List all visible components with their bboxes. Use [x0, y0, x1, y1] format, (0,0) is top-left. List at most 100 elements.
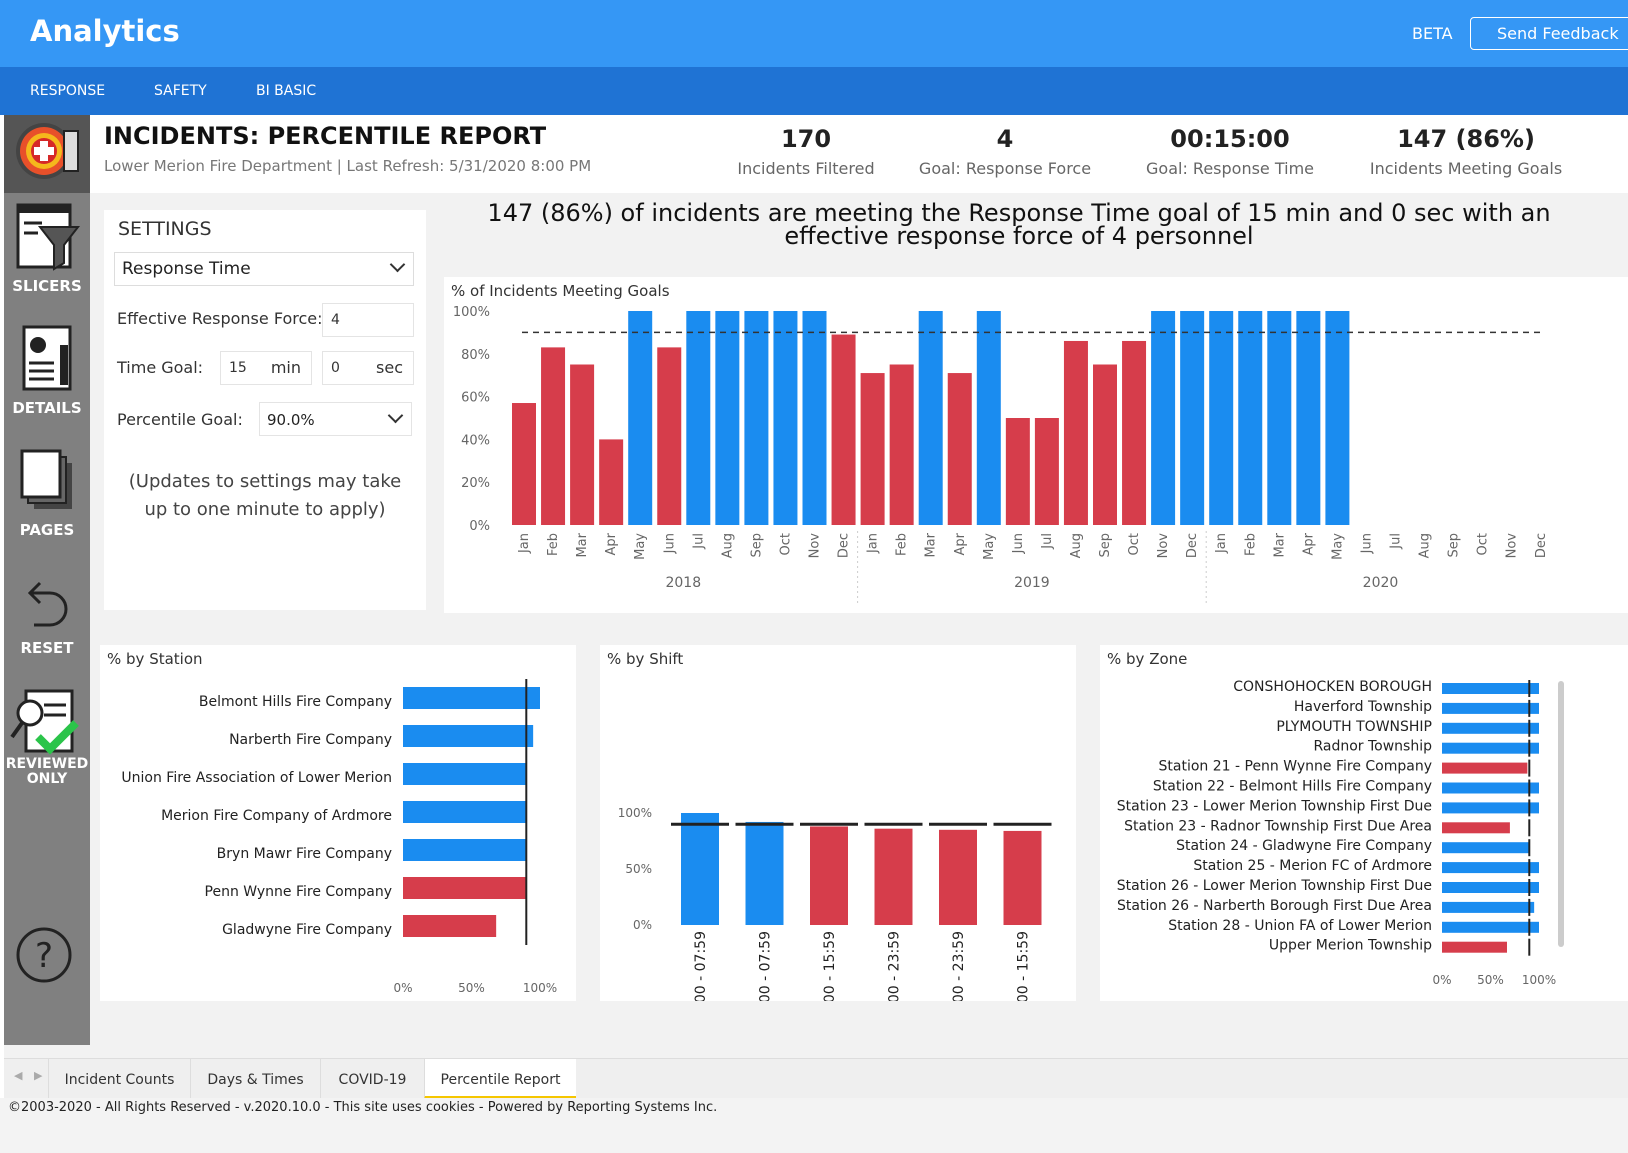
- left-nav: SLICERS DETAILS PAGES: [4, 115, 90, 1045]
- kpi-label: Incidents Filtered: [737, 159, 875, 178]
- month-bar: [1093, 364, 1117, 525]
- category-bar: [403, 839, 527, 861]
- details-button[interactable]: DETAILS: [4, 323, 90, 417]
- month-bar: [1005, 418, 1030, 525]
- month-bar: [1296, 311, 1321, 525]
- x-tick-label: Oct: [778, 533, 793, 555]
- kpi-label: Incidents Meeting Goals: [1369, 159, 1563, 178]
- x-tick-label: Apr: [604, 532, 619, 555]
- category-label: Station 21 - Penn Wynne Fire Company: [1159, 759, 1432, 775]
- reset-icon: [27, 581, 68, 627]
- pages-button[interactable]: PAGES: [4, 445, 90, 539]
- kpi-value: 147 (86%): [1397, 125, 1535, 153]
- x-tick-label: May: [633, 533, 648, 560]
- x-tick-label: Jan: [517, 533, 532, 554]
- category-label: CONSHOHOCKEN BOROUGH: [1233, 679, 1432, 695]
- zone-chart-title: % by Zone: [1107, 650, 1188, 668]
- month-bar: [570, 364, 595, 525]
- kpi-label: Goal: Response Time: [1146, 159, 1314, 178]
- percentile-value: 90.0%: [267, 411, 315, 429]
- reset-button[interactable]: RESET: [4, 573, 90, 657]
- report-tabs: ◀ ▶ Incident Counts Days & Times COVID-1…: [4, 1058, 1628, 1099]
- reviewed-check-icon: [10, 689, 79, 755]
- pages-icon: [20, 449, 72, 509]
- time-goal-label: Time Goal:: [117, 358, 204, 377]
- month-bar: [1063, 340, 1088, 525]
- x-tick-label: Nov: [808, 533, 823, 559]
- category-bar: [403, 763, 527, 785]
- month-bar: [512, 403, 536, 525]
- year-label: 2019: [1014, 575, 1050, 591]
- metric-dropdown[interactable]: Response Time: [114, 252, 414, 286]
- shift-bar: [874, 828, 913, 925]
- category-bar: [403, 725, 534, 747]
- time-min-value: 15: [229, 360, 247, 376]
- slicers-label: SLICERS: [12, 277, 82, 295]
- category-label: Gladwyne Fire Company: [222, 922, 392, 938]
- y-tick-label: 0%: [469, 519, 490, 534]
- help-button[interactable]: ?: [4, 925, 90, 989]
- percentile-dropdown[interactable]: 90.0%: [259, 402, 412, 436]
- time-goal-sec-input[interactable]: 0 sec: [322, 351, 414, 385]
- slicers-button[interactable]: SLICERS: [4, 201, 90, 295]
- category-bar: [1442, 702, 1539, 714]
- category-bar: [1442, 921, 1539, 933]
- month-bar: [541, 347, 566, 525]
- tab-next-icon[interactable]: ▶: [34, 1069, 43, 1082]
- category-label: Bryn Mawr Fire Company: [217, 846, 392, 862]
- x-tick-label: Mar: [924, 532, 939, 557]
- category-bar: [1442, 722, 1539, 734]
- category-label: Haverford Township: [1294, 699, 1432, 715]
- x-tick-label: 50%: [1477, 973, 1504, 987]
- zone-chart-card: % by Zone CONSHOHOCKEN BOROUGH Haverford …: [1100, 645, 1628, 1001]
- zone-chart: CONSHOHOCKEN BOROUGH Haverford Township PL…: [1117, 679, 1564, 987]
- x-tick-label: Weekday 16:00 - 23:59: [887, 931, 903, 1001]
- x-tick-label: Jun: [1359, 533, 1374, 554]
- x-tick-label: 100%: [523, 981, 557, 995]
- month-bar: [1267, 311, 1292, 525]
- kpi-response-time: 00:15:00 Goal: Response Time: [1135, 125, 1325, 178]
- month-bar: [599, 439, 624, 525]
- send-feedback-button[interactable]: Send Feedback: [1470, 17, 1628, 50]
- x-tick-label: Jan: [1214, 533, 1229, 554]
- x-tick-label: Feb: [1243, 533, 1258, 556]
- monthly-chart-card: % of Incidents Meeting Goals 0% 20% 40% 60%…: [444, 277, 1628, 613]
- monthly-chart-title: % of Incidents Meeting Goals: [451, 282, 670, 300]
- year-label: 2018: [665, 575, 701, 591]
- monthly-chart: 0% 20% 40% 60% 80% 100% Jan Feb Mar Apr May Jun Jul A…: [453, 305, 1549, 605]
- x-tick-label: 50%: [458, 981, 485, 995]
- tab-incident-counts[interactable]: Incident Counts: [48, 1059, 190, 1099]
- tab-days-times[interactable]: Days & Times: [190, 1059, 320, 1099]
- category-bar: [1442, 901, 1535, 913]
- reviewed-only-button[interactable]: REVIEWED ONLY: [4, 685, 90, 787]
- x-tick-label: Oct: [1476, 533, 1491, 555]
- erf-input[interactable]: 4: [322, 303, 414, 337]
- x-tick-label: Jul: [1040, 533, 1055, 550]
- category-bar: [403, 687, 540, 709]
- month-bar: [947, 373, 972, 525]
- shift-chart: 0% 50% 100% Weekend 00:00 - 07:59 Weekday 00…: [618, 806, 1052, 1001]
- time-goal-min-input[interactable]: 15 min: [220, 351, 312, 385]
- category-bar: [1442, 822, 1510, 834]
- y-tick-label: 0%: [633, 918, 652, 932]
- y-tick-label: 80%: [461, 348, 490, 363]
- category-label: Station 26 - Narberth Borough First Due …: [1117, 898, 1432, 914]
- tab-prev-icon[interactable]: ◀: [14, 1069, 23, 1082]
- tab-covid-19[interactable]: COVID-19: [320, 1059, 424, 1099]
- nav-response[interactable]: RESPONSE: [30, 83, 106, 99]
- month-bar: [1238, 311, 1263, 525]
- pages-label: PAGES: [19, 521, 75, 539]
- year-label: 2020: [1363, 575, 1399, 591]
- month-bar: [831, 334, 856, 525]
- x-tick-label: Apr: [1301, 532, 1316, 555]
- headline-line1: 147 (86%) of incidents are meeting the R…: [487, 199, 1551, 227]
- station-chart-title: % by Station: [107, 650, 203, 668]
- x-tick-label: Dec: [837, 533, 852, 558]
- tab-percentile-report[interactable]: Percentile Report: [424, 1059, 576, 1099]
- x-tick-label: Oct: [1127, 533, 1142, 555]
- nav-safety[interactable]: SAFETY: [154, 83, 207, 99]
- category-label: Belmont Hills Fire Company: [199, 694, 392, 710]
- y-tick-label: 100%: [618, 806, 652, 820]
- category-label: Station 23 - Radnor Township First Due A…: [1124, 818, 1432, 834]
- nav-bi-basic[interactable]: BI BASIC: [256, 83, 317, 99]
